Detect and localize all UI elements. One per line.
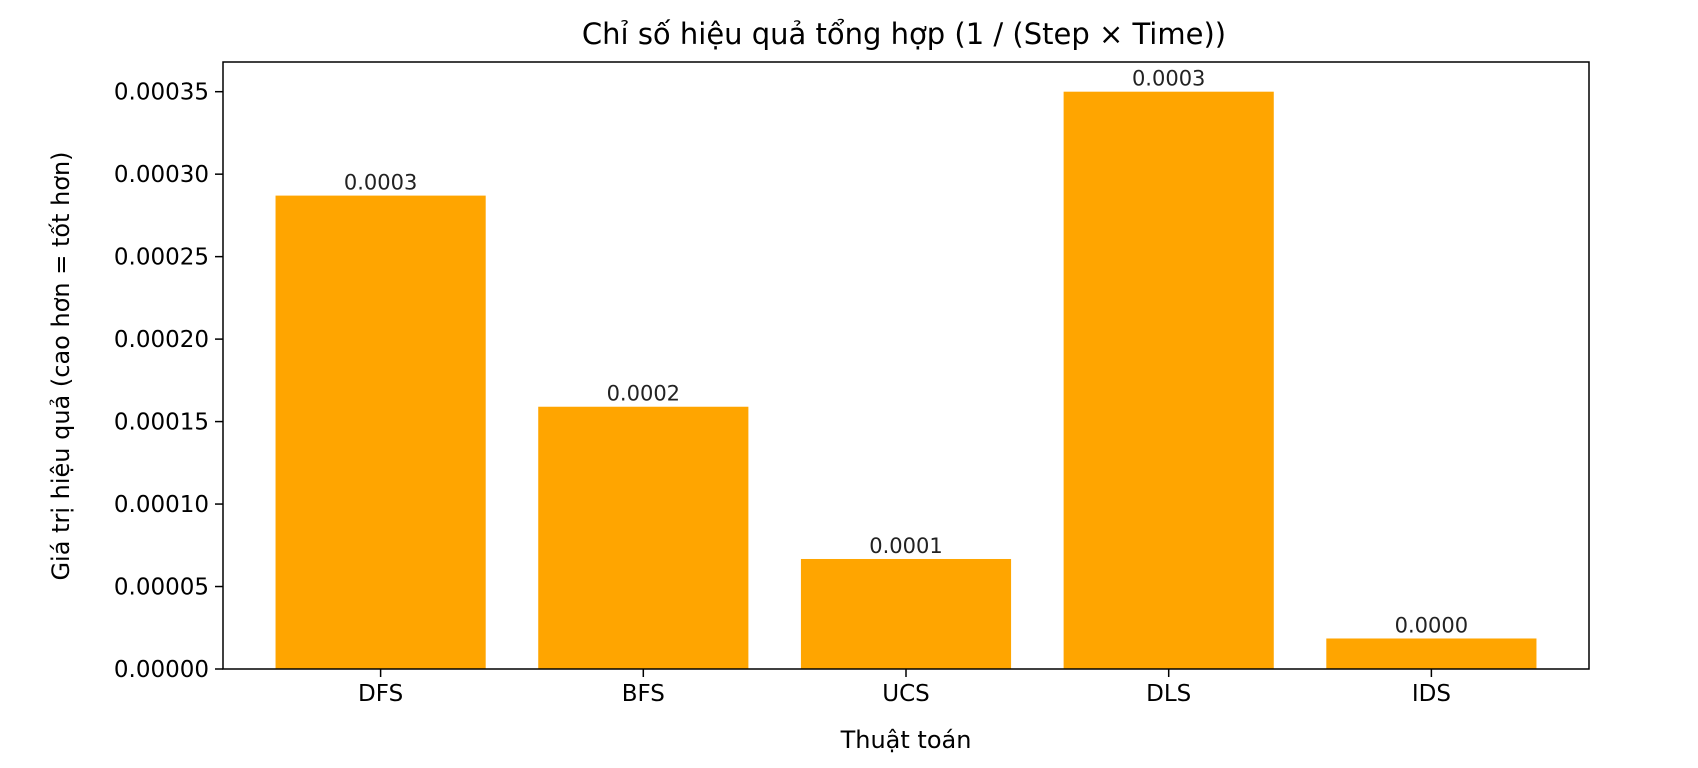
bar-ids bbox=[1326, 638, 1537, 669]
bar-bfs bbox=[538, 406, 749, 669]
y-axis-label: Giá trị hiệu quả (cao hơn = tốt hơn) bbox=[47, 151, 75, 580]
plot-frame bbox=[222, 61, 1590, 670]
x-tick-label-bfs: BFS bbox=[622, 681, 665, 707]
y-tick-label: 0.00025 bbox=[114, 245, 209, 271]
bar-dls bbox=[1063, 91, 1274, 670]
x-axis: DFS BFS UCS DLS IDS bbox=[358, 669, 1451, 707]
x-tick-label-ucs: UCS bbox=[882, 681, 930, 707]
bars-group: 0.0003 0.0002 0.0001 0.0003 0.0000 bbox=[275, 67, 1537, 670]
data-label-bfs: 0.0002 bbox=[607, 382, 680, 406]
x-tick-label-dfs: DFS bbox=[358, 681, 403, 707]
y-tick-label: 0.00035 bbox=[114, 80, 209, 106]
bar-dfs bbox=[275, 195, 486, 670]
y-tick-label: 0.00000 bbox=[114, 657, 209, 683]
x-tick-label-ids: IDS bbox=[1412, 681, 1451, 707]
data-label-dfs: 0.0003 bbox=[344, 171, 417, 195]
data-label-ids: 0.0000 bbox=[1395, 613, 1468, 637]
y-tick-label: 0.00030 bbox=[114, 162, 209, 188]
chart-title: Chỉ số hiệu quả tổng hợp (1 / (Step × Ti… bbox=[582, 17, 1226, 51]
y-axis: 0.00000 0.00005 0.00010 0.00015 0.00020 0.000… bbox=[114, 80, 223, 683]
x-tick-label-dls: DLS bbox=[1146, 681, 1191, 707]
y-tick-label: 0.00005 bbox=[114, 575, 209, 601]
y-tick-label: 0.00020 bbox=[114, 327, 209, 353]
y-tick-label: 0.00015 bbox=[114, 410, 209, 436]
bar-ucs bbox=[800, 558, 1012, 669]
data-label-ucs: 0.0001 bbox=[869, 534, 942, 558]
x-axis-label: Thuật toán bbox=[840, 726, 972, 754]
data-label-dls: 0.0003 bbox=[1132, 67, 1205, 91]
y-tick-label: 0.00010 bbox=[114, 492, 209, 518]
